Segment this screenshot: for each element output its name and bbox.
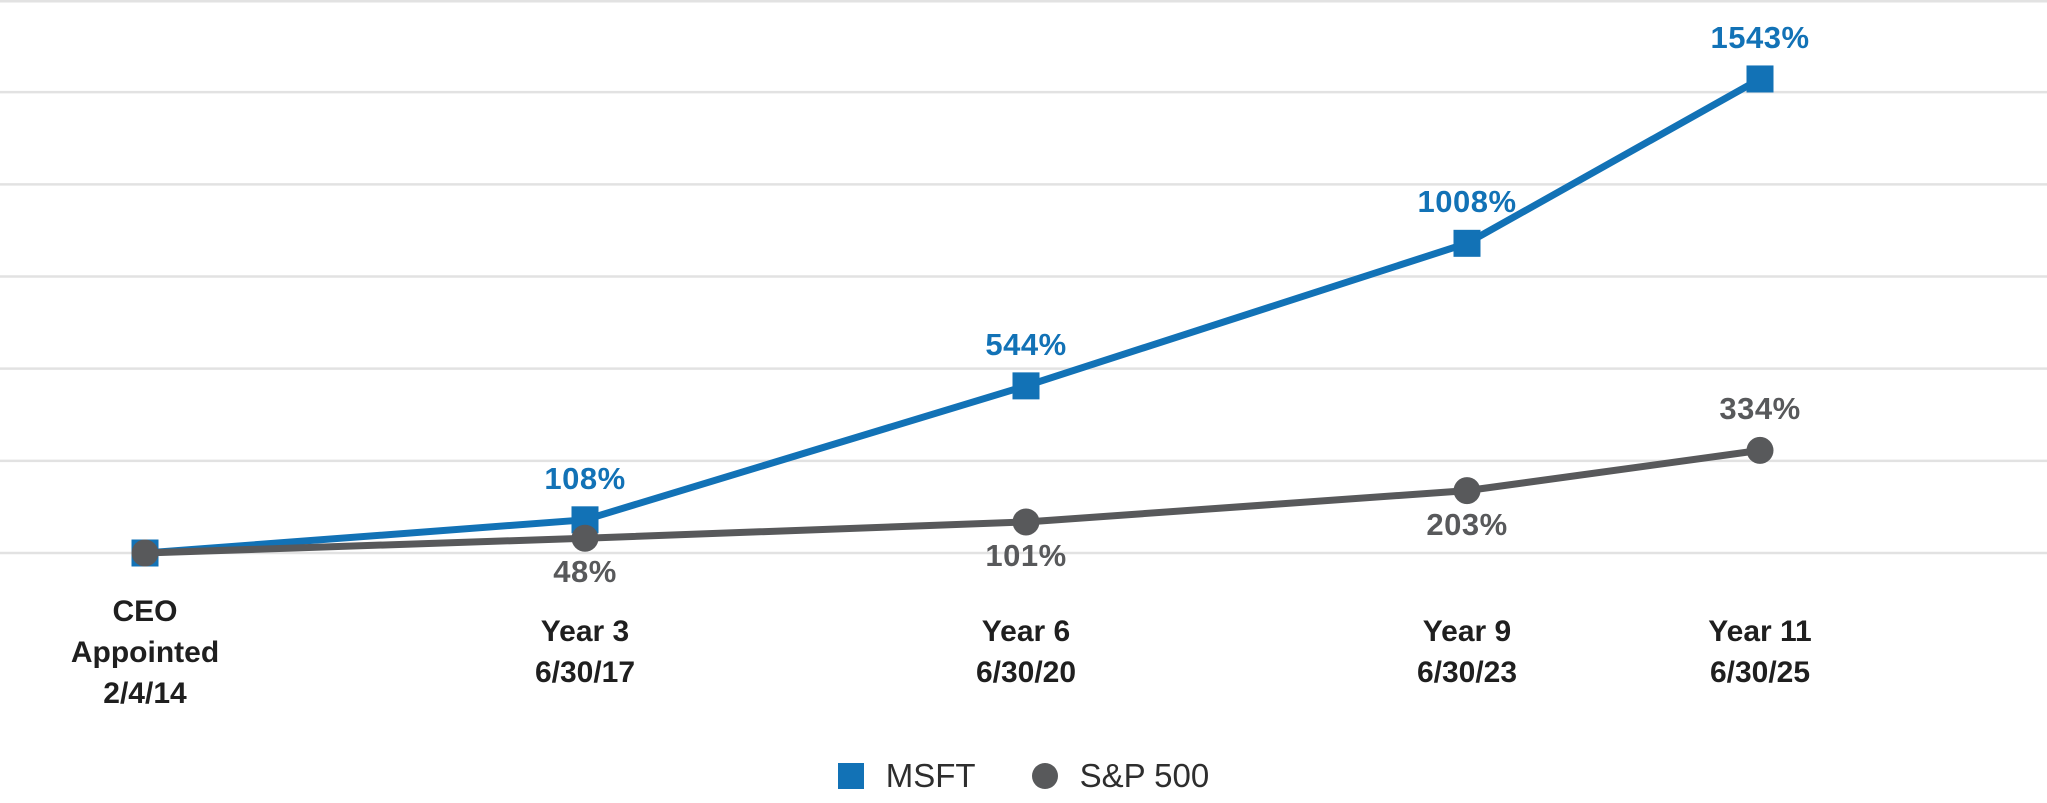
- x-axis-label-line: 6/30/23: [1416, 656, 1518, 689]
- x-axis-label-line: Year 3: [540, 615, 630, 648]
- x-axis-label-line: Appointed: [70, 635, 220, 669]
- sp500-marker: [1453, 477, 1481, 505]
- msft-marker: [1453, 229, 1481, 257]
- x-axis-label: Year 9 6/30/23: [1417, 611, 1517, 693]
- x-axis-label-line: 6/30/25: [1709, 656, 1811, 689]
- sp500-marker: [1746, 436, 1774, 464]
- sp500-marker: [571, 524, 599, 552]
- msft-data-label: 1543%: [1710, 19, 1810, 55]
- msft-legend-square-icon: [837, 763, 864, 789]
- x-axis-label-line: 6/30/20: [975, 656, 1077, 689]
- x-axis-label: CEO Appointed 2/4/14: [71, 591, 219, 714]
- x-axis-label-line: 2/4/14: [103, 676, 187, 710]
- msft-data-label: 544%: [985, 326, 1067, 362]
- msft-data-label: 1008%: [1417, 184, 1517, 220]
- sp500-data-label: 101%: [985, 537, 1067, 573]
- sp500-data-label: 48%: [553, 554, 617, 590]
- msft-marker: [1746, 65, 1774, 93]
- msft-marker: [1012, 372, 1040, 400]
- x-axis-label-line: Year 11: [1708, 615, 1812, 648]
- sp500-marker: [131, 539, 159, 567]
- x-axis-label-line: Year 9: [1422, 615, 1512, 648]
- x-axis-label-line: 6/30/17: [534, 656, 636, 689]
- sp500-marker: [1012, 508, 1040, 536]
- sp500-data-label: 203%: [1426, 506, 1508, 542]
- x-axis-label: Year 6 6/30/20: [976, 611, 1076, 693]
- sp500-legend-circle-icon: [1031, 763, 1058, 789]
- x-axis-label-line: Year 6: [981, 615, 1071, 648]
- x-axis-label: Year 3 6/30/17: [535, 611, 635, 693]
- sp500-data-label: 334%: [1719, 391, 1801, 427]
- msft-data-label: 108%: [544, 460, 626, 496]
- legend-item-msft: MSFT: [837, 757, 976, 795]
- x-axis-label-line: CEO: [112, 594, 178, 628]
- legend-item-sp500: S&P 500: [1031, 757, 1210, 795]
- legend-label: MSFT: [885, 757, 976, 794]
- legend-label: S&P 500: [1079, 757, 1210, 794]
- x-axis-label: Year 11 6/30/25: [1708, 611, 1811, 693]
- legend: MSFT S&P 500: [0, 751, 2047, 801]
